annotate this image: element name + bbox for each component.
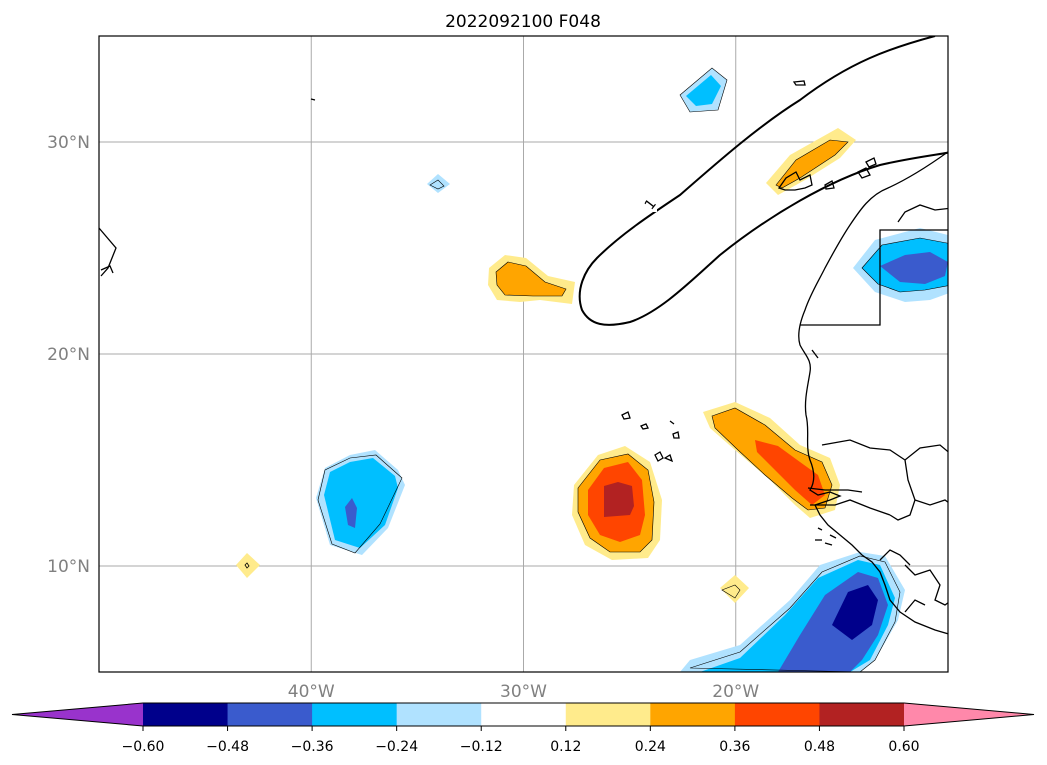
blob-west-blue — [316, 450, 405, 555]
map-frame — [98, 35, 949, 673]
longitude-labels: 40°W 30°W 20°W — [288, 682, 760, 702]
figure-title: 2022092100 F048 — [445, 12, 601, 32]
colorbar-bin — [481, 703, 567, 726]
contour-line-1 — [578, 36, 948, 326]
colorbar-bin — [734, 703, 820, 726]
blob-central-red — [572, 446, 662, 560]
colorbar-tick-label: −0.12 — [460, 739, 503, 755]
colorbar-bin — [650, 703, 736, 726]
colorbar-bin — [312, 703, 398, 726]
colorbar-extend-high — [904, 703, 1034, 726]
colorbar: −0.60 −0.48 −0.36 −0.24 −0.12 0.12 0.24 0.36 0.4… — [11, 702, 1035, 755]
map-panel: 1 — [47, 35, 949, 702]
blob-east-blue — [853, 228, 948, 302]
contour-label-bg — [643, 196, 657, 212]
colorbar-tick-label: −0.36 — [291, 739, 334, 755]
blob-small-yellow-west — [236, 553, 260, 578]
blob-coast-orange — [703, 402, 840, 518]
lat-tick-label: 10°N — [47, 557, 90, 577]
blob-north-blue — [679, 67, 728, 113]
latitude-labels: 30°N 20°N 10°N — [47, 133, 90, 577]
lat-tick-label: 30°N — [47, 133, 90, 153]
field-contours: 1 — [99, 36, 948, 672]
colorbar-tick-label: 0.36 — [719, 739, 750, 755]
colorbar-bin — [143, 703, 229, 726]
blob-northeast-orange — [766, 128, 856, 195]
colorbar-bin — [396, 703, 482, 726]
lon-tick-label: 20°W — [712, 682, 759, 702]
colorbar-tick-label: 0.48 — [804, 739, 835, 755]
blob-small-blue — [427, 174, 450, 193]
lon-tick-label: 30°W — [500, 682, 547, 702]
colorbar-tick-label: 0.24 — [635, 739, 666, 755]
colorbar-tick-label: 0.60 — [888, 739, 919, 755]
blob-small-yellow-south — [720, 575, 749, 603]
coastlines — [99, 80, 948, 635]
colorbar-extend-low — [12, 703, 143, 726]
colorbar-tick-label: −0.48 — [206, 739, 249, 755]
colorbar-tick-label: −0.60 — [122, 739, 165, 755]
blob-central-orange — [488, 255, 575, 304]
lat-tick-label: 20°N — [47, 345, 90, 365]
blob-southeast-blue — [680, 552, 905, 672]
colorbar-bin — [227, 703, 313, 726]
colorbar-bin — [819, 703, 905, 726]
colorbar-bin — [565, 703, 651, 726]
lon-tick-label: 40°W — [288, 682, 335, 702]
colorbar-tick-label: −0.24 — [375, 739, 418, 755]
colorbar-tick-label: 0.12 — [550, 739, 581, 755]
